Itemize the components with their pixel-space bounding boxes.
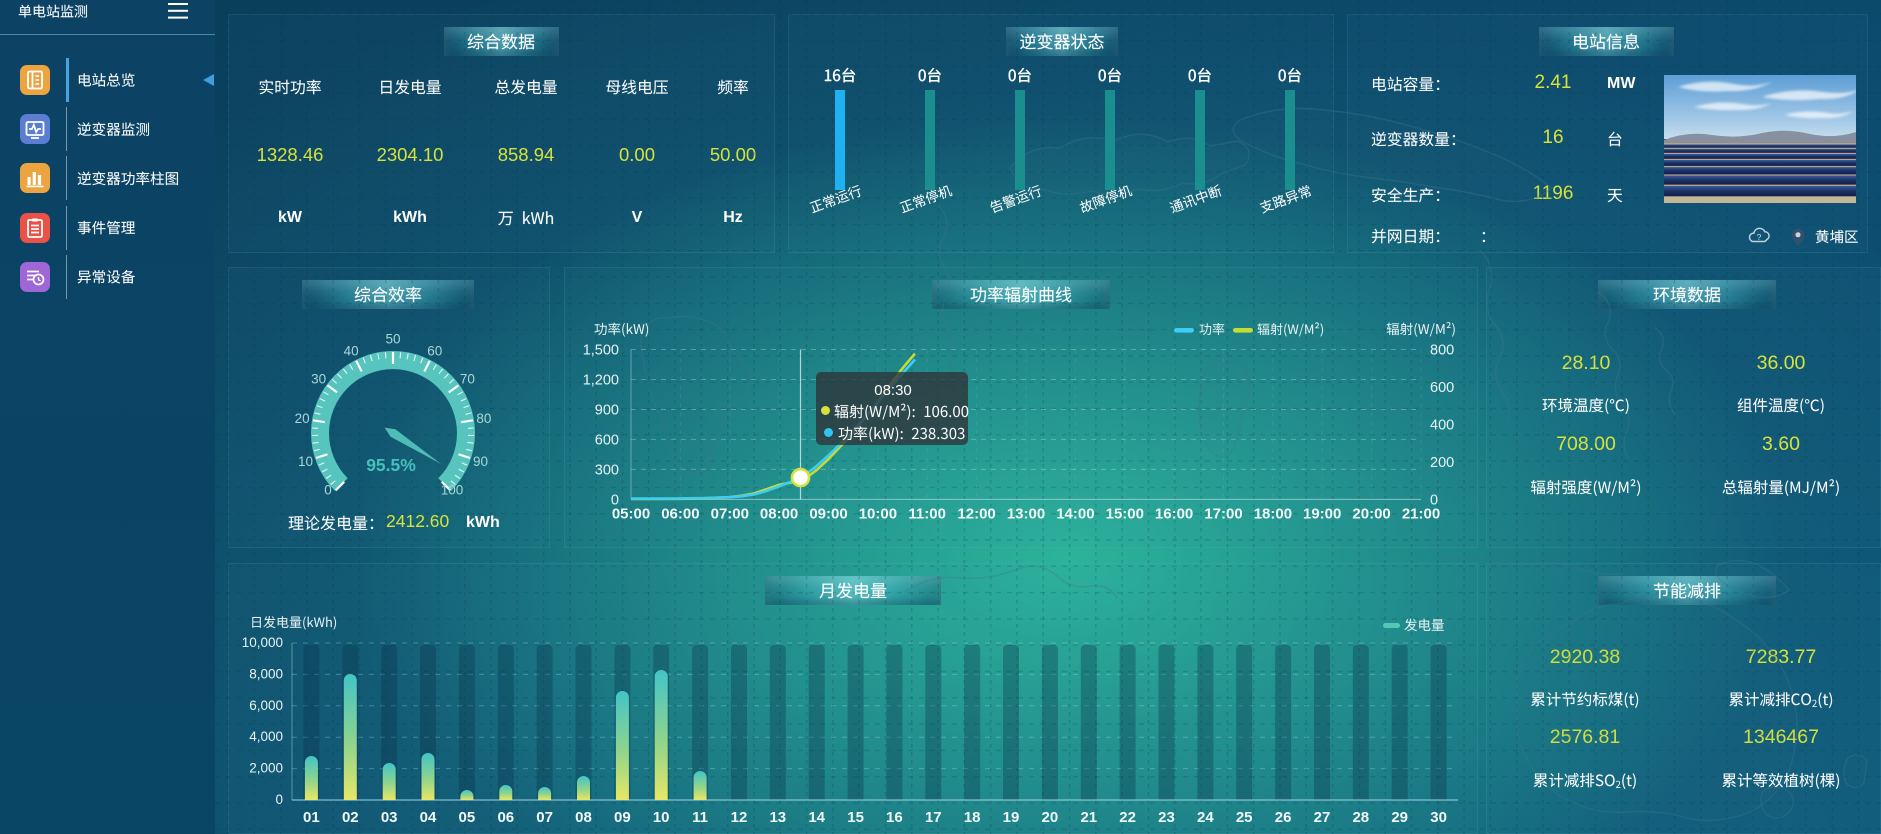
svg-text:95.5%: 95.5% xyxy=(366,455,416,475)
svg-text:4,000: 4,000 xyxy=(249,729,283,744)
svg-text:0: 0 xyxy=(324,483,332,498)
svg-text:40: 40 xyxy=(344,344,359,359)
svg-text:10: 10 xyxy=(653,809,670,826)
svg-text:05:00: 05:00 xyxy=(612,505,650,522)
svg-text:300: 300 xyxy=(595,462,619,478)
svg-text:60: 60 xyxy=(427,344,442,359)
svg-text:100: 100 xyxy=(441,483,464,498)
svg-text:10:00: 10:00 xyxy=(859,505,897,522)
svg-text:07: 07 xyxy=(536,809,553,826)
svg-text:13:00: 13:00 xyxy=(1007,505,1045,522)
svg-text:80: 80 xyxy=(476,411,491,426)
svg-text:01: 01 xyxy=(303,809,320,826)
svg-text:08:00: 08:00 xyxy=(760,505,798,522)
svg-text:05: 05 xyxy=(459,809,476,826)
svg-text:1,200: 1,200 xyxy=(583,373,619,389)
svg-text:0: 0 xyxy=(611,492,619,508)
svg-text:08: 08 xyxy=(575,809,592,826)
svg-text:2,000: 2,000 xyxy=(249,761,283,776)
svg-text:6,000: 6,000 xyxy=(249,698,283,713)
svg-text:21: 21 xyxy=(1080,809,1097,826)
svg-text:17: 17 xyxy=(925,809,942,826)
svg-text:18:00: 18:00 xyxy=(1254,505,1292,522)
svg-text:11: 11 xyxy=(692,809,708,826)
svg-text:14:00: 14:00 xyxy=(1056,505,1094,522)
svg-text:27: 27 xyxy=(1314,809,1331,826)
svg-text:19: 19 xyxy=(1003,809,1020,826)
svg-text:13: 13 xyxy=(769,809,786,826)
svg-text:900: 900 xyxy=(595,403,619,419)
svg-text:19:00: 19:00 xyxy=(1303,505,1341,522)
svg-text:09: 09 xyxy=(614,809,631,826)
svg-text:20: 20 xyxy=(1042,809,1059,826)
svg-text:04: 04 xyxy=(420,809,437,826)
svg-text:90: 90 xyxy=(473,454,488,469)
svg-text:600: 600 xyxy=(1430,380,1454,396)
svg-text:30: 30 xyxy=(311,371,326,386)
svg-text:400: 400 xyxy=(1430,417,1454,433)
svg-text:800: 800 xyxy=(1430,343,1454,359)
svg-text:20:00: 20:00 xyxy=(1352,505,1390,522)
svg-text:10,000: 10,000 xyxy=(242,635,283,650)
svg-text:50: 50 xyxy=(385,332,400,347)
svg-text:0: 0 xyxy=(275,792,283,807)
svg-text:29: 29 xyxy=(1391,809,1408,826)
svg-text:07:00: 07:00 xyxy=(711,505,749,522)
svg-text:09:00: 09:00 xyxy=(809,505,847,522)
svg-text:?: ? xyxy=(1757,232,1762,242)
svg-text:20: 20 xyxy=(295,411,310,426)
svg-text:16: 16 xyxy=(886,809,903,826)
svg-text:02: 02 xyxy=(342,809,359,826)
svg-text:06:00: 06:00 xyxy=(661,505,699,522)
svg-text:26: 26 xyxy=(1275,809,1292,826)
svg-text:23: 23 xyxy=(1158,809,1175,826)
svg-text:24: 24 xyxy=(1197,809,1214,826)
svg-text:28: 28 xyxy=(1352,809,1369,826)
svg-text:22: 22 xyxy=(1119,809,1136,826)
svg-text:600: 600 xyxy=(595,432,619,448)
svg-text:18: 18 xyxy=(964,809,981,826)
svg-text:14: 14 xyxy=(808,809,825,826)
svg-text:1,500: 1,500 xyxy=(583,343,619,359)
svg-text:70: 70 xyxy=(460,371,475,386)
svg-text:30: 30 xyxy=(1430,809,1447,826)
svg-text:200: 200 xyxy=(1430,455,1454,471)
svg-text:03: 03 xyxy=(381,809,398,826)
svg-text:21:00: 21:00 xyxy=(1402,505,1440,522)
svg-text:06: 06 xyxy=(497,809,514,826)
svg-text:12: 12 xyxy=(731,809,748,826)
svg-text:11:00: 11:00 xyxy=(908,505,946,522)
svg-text:15: 15 xyxy=(847,809,864,826)
svg-text:15:00: 15:00 xyxy=(1106,505,1144,522)
svg-text:12:00: 12:00 xyxy=(957,505,995,522)
svg-text:25: 25 xyxy=(1236,809,1253,826)
svg-text:16:00: 16:00 xyxy=(1155,505,1193,522)
svg-text:17:00: 17:00 xyxy=(1204,505,1242,522)
svg-text:0: 0 xyxy=(1430,492,1438,508)
svg-text:8,000: 8,000 xyxy=(249,666,283,681)
svg-text:10: 10 xyxy=(298,454,313,469)
